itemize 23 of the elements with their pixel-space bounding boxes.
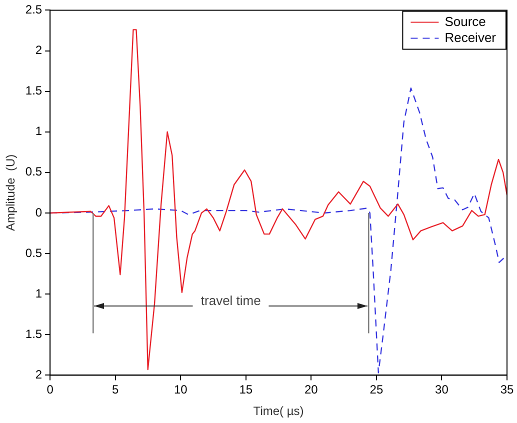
x-tick-label: 35	[500, 382, 514, 397]
y-tick-label: 2	[35, 43, 42, 58]
y-tick-label: 2.5	[25, 2, 42, 17]
x-tick-label: 10	[174, 382, 188, 397]
x-tick-label: 0	[46, 382, 54, 397]
y-axis-title: Amplitude (U)	[4, 154, 18, 232]
x-axis-title: Time( µs)	[253, 404, 304, 418]
x-tick-label: 25	[370, 382, 384, 397]
y-tick-label: 1.5	[25, 326, 42, 341]
legend-label: Source	[444, 14, 486, 29]
x-tick-label: 20	[304, 382, 318, 397]
y-tick-label: 1.5	[25, 84, 42, 98]
y-tick-label: 0	[35, 205, 42, 220]
y-tick-label: 2	[35, 368, 42, 382]
x-tick-label: 30	[435, 382, 449, 397]
x-tick-label: 15	[239, 382, 253, 397]
y-tick-label: 0.5	[25, 164, 42, 179]
y-tick-label: 0.5	[25, 246, 42, 260]
legend-label: Receiver	[444, 30, 497, 45]
annotation: travel time	[200, 292, 261, 308]
x-tick-label: 5	[112, 382, 120, 397]
y-tick-label: 1	[35, 124, 42, 138]
y-tick-label: 1	[35, 286, 42, 300]
